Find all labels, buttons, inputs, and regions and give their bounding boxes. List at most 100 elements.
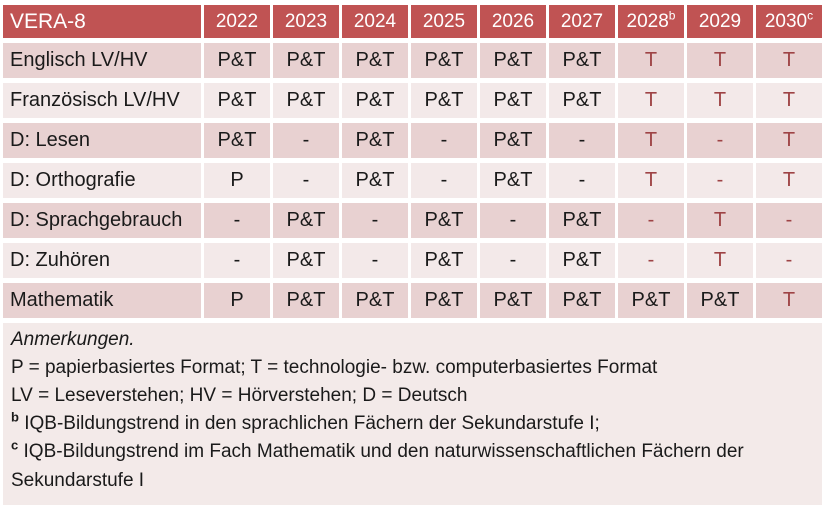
value-cell-2023: P&T [273,83,339,118]
value-cell-2027: - [549,123,615,158]
column-header-2026: 2026 [480,5,546,38]
note-line: LV = Leseverstehen; HV = Hörverstehen; D… [11,385,468,407]
value-cell-2030: - [756,243,822,278]
column-header-2028: 2028b [618,5,684,38]
row-label: D: Lesen [3,123,201,158]
value-cell-2027: P&T [549,243,615,278]
value-cell-2023: P&T [273,283,339,318]
row-label: Mathematik [3,283,201,318]
table-row: D: Sprachgebrauch - P&T - P&T - P&T - T - [3,203,822,238]
row-label: D: Sprachgebrauch [3,203,201,238]
value-cell-2022: P&T [204,83,270,118]
value-cell-2025: - [411,123,477,158]
column-header-2030: 2030c [756,5,822,38]
row-label: D: Zuhören [3,243,201,278]
note-line: c IQB-Bildungstrend im Fach Mathematik u… [11,438,744,491]
table-header-row: VERA-8 2022 2023 2024 2025 2026 2027 2028b 2029… [3,5,822,38]
table-row: Französisch LV/HV P&T P&T P&T P&T P&T P&T T T T [3,83,822,118]
table-row: D: Orthografie P - P&T - P&T - T - T [3,163,822,198]
value-cell-2028: T [618,43,684,78]
value-cell-2027: P&T [549,43,615,78]
value-cell-2025: P&T [411,43,477,78]
table-row: Englisch LV/HV P&T P&T P&T P&T P&T P&T T T T [3,43,822,78]
value-cell-2024: P&T [342,83,408,118]
value-cell-2026: P&T [480,43,546,78]
column-header-2029: 2029 [687,5,753,38]
row-label: Französisch LV/HV [3,83,201,118]
value-cell-2022: P&T [204,43,270,78]
value-cell-2030: T [756,123,822,158]
value-cell-2022: - [204,203,270,238]
row-label: Englisch LV/HV [3,43,201,78]
value-cell-2028: P&T [618,283,684,318]
value-cell-2026: - [480,203,546,238]
value-cell-2025: P&T [411,203,477,238]
note-superscript: c [11,438,19,454]
value-cell-2030: T [756,283,822,318]
value-cell-2025: P&T [411,283,477,318]
value-cell-2028: - [618,243,684,278]
value-cell-2030: T [756,83,822,118]
column-header-superscript: c [807,8,814,23]
value-cell-2027: P&T [549,203,615,238]
value-cell-2025: - [411,163,477,198]
notes-section: Anmerkungen. P = papierbasiertes Format;… [3,323,822,505]
column-header-superscript: b [668,8,676,23]
value-cell-2028: T [618,83,684,118]
vera-schedule-table: VERA-8 2022 2023 2024 2025 2026 2027 2028b 2029… [3,5,822,318]
table-row: Mathematik P P&T P&T P&T P&T P&T P&T P&T T [3,283,822,318]
value-cell-2029: P&T [687,283,753,318]
value-cell-2029: - [687,123,753,158]
column-header-2022: 2022 [204,5,270,38]
value-cell-2028: T [618,163,684,198]
table-body: Englisch LV/HV P&T P&T P&T P&T P&T P&T T T T Franz… [3,43,822,318]
column-header-2023: 2023 [273,5,339,38]
note-line: P = papierbasiertes Format; T = technolo… [11,357,658,379]
value-cell-2028: - [618,203,684,238]
value-cell-2026: P&T [480,123,546,158]
value-cell-2023: - [273,123,339,158]
note-line: b IQB-Bildungstrend in den sprachlichen … [11,410,600,435]
table-title-cell: VERA-8 [3,5,201,38]
value-cell-2028: T [618,123,684,158]
value-cell-2024: P&T [342,163,408,198]
notes-heading: Anmerkungen. [11,329,135,350]
column-header-2027: 2027 [549,5,615,38]
value-cell-2023: P&T [273,243,339,278]
value-cell-2030: - [756,203,822,238]
value-cell-2024: P&T [342,283,408,318]
value-cell-2024: - [342,243,408,278]
value-cell-2027: P&T [549,283,615,318]
value-cell-2025: P&T [411,83,477,118]
column-header-2025: 2025 [411,5,477,38]
value-cell-2025: P&T [411,243,477,278]
value-cell-2029: T [687,43,753,78]
row-label: D: Orthografie [3,163,201,198]
value-cell-2027: P&T [549,83,615,118]
value-cell-2026: P&T [480,163,546,198]
value-cell-2022: P&T [204,123,270,158]
value-cell-2029: T [687,83,753,118]
table-row: D: Zuhören - P&T - P&T - P&T - T - [3,243,822,278]
value-cell-2026: P&T [480,283,546,318]
value-cell-2030: T [756,43,822,78]
value-cell-2024: P&T [342,43,408,78]
column-header-2024: 2024 [342,5,408,38]
value-cell-2023: P&T [273,203,339,238]
value-cell-2026: P&T [480,83,546,118]
value-cell-2022: P [204,163,270,198]
value-cell-2023: - [273,163,339,198]
value-cell-2026: - [480,243,546,278]
value-cell-2029: - [687,163,753,198]
value-cell-2022: P [204,283,270,318]
value-cell-2027: - [549,163,615,198]
value-cell-2024: P&T [342,123,408,158]
value-cell-2030: T [756,163,822,198]
value-cell-2024: - [342,203,408,238]
value-cell-2029: T [687,203,753,238]
note-superscript: b [11,410,19,425]
table-row: D: Lesen P&T - P&T - P&T - T - T [3,123,822,158]
value-cell-2022: - [204,243,270,278]
value-cell-2029: T [687,243,753,278]
